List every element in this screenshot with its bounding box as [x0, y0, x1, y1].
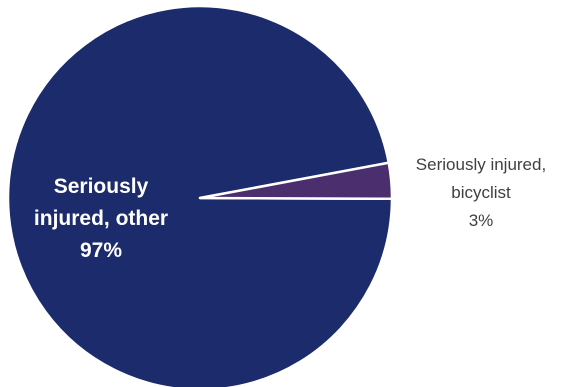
slice-label: 3%: [469, 211, 494, 230]
slice-label: 97%: [80, 239, 122, 262]
slice-label: Seriously: [54, 175, 149, 198]
slice-label: bicyclist: [451, 183, 511, 202]
pie-labels: Seriously injured, other 97% Seriously inju…: [34, 155, 546, 262]
pie-slices: [6, 4, 394, 387]
pie-slice: [6, 4, 394, 387]
slice-label: injured, other: [34, 207, 168, 230]
pie-slice: [198, 161, 394, 201]
slice-label: Seriously injured,: [416, 155, 546, 174]
